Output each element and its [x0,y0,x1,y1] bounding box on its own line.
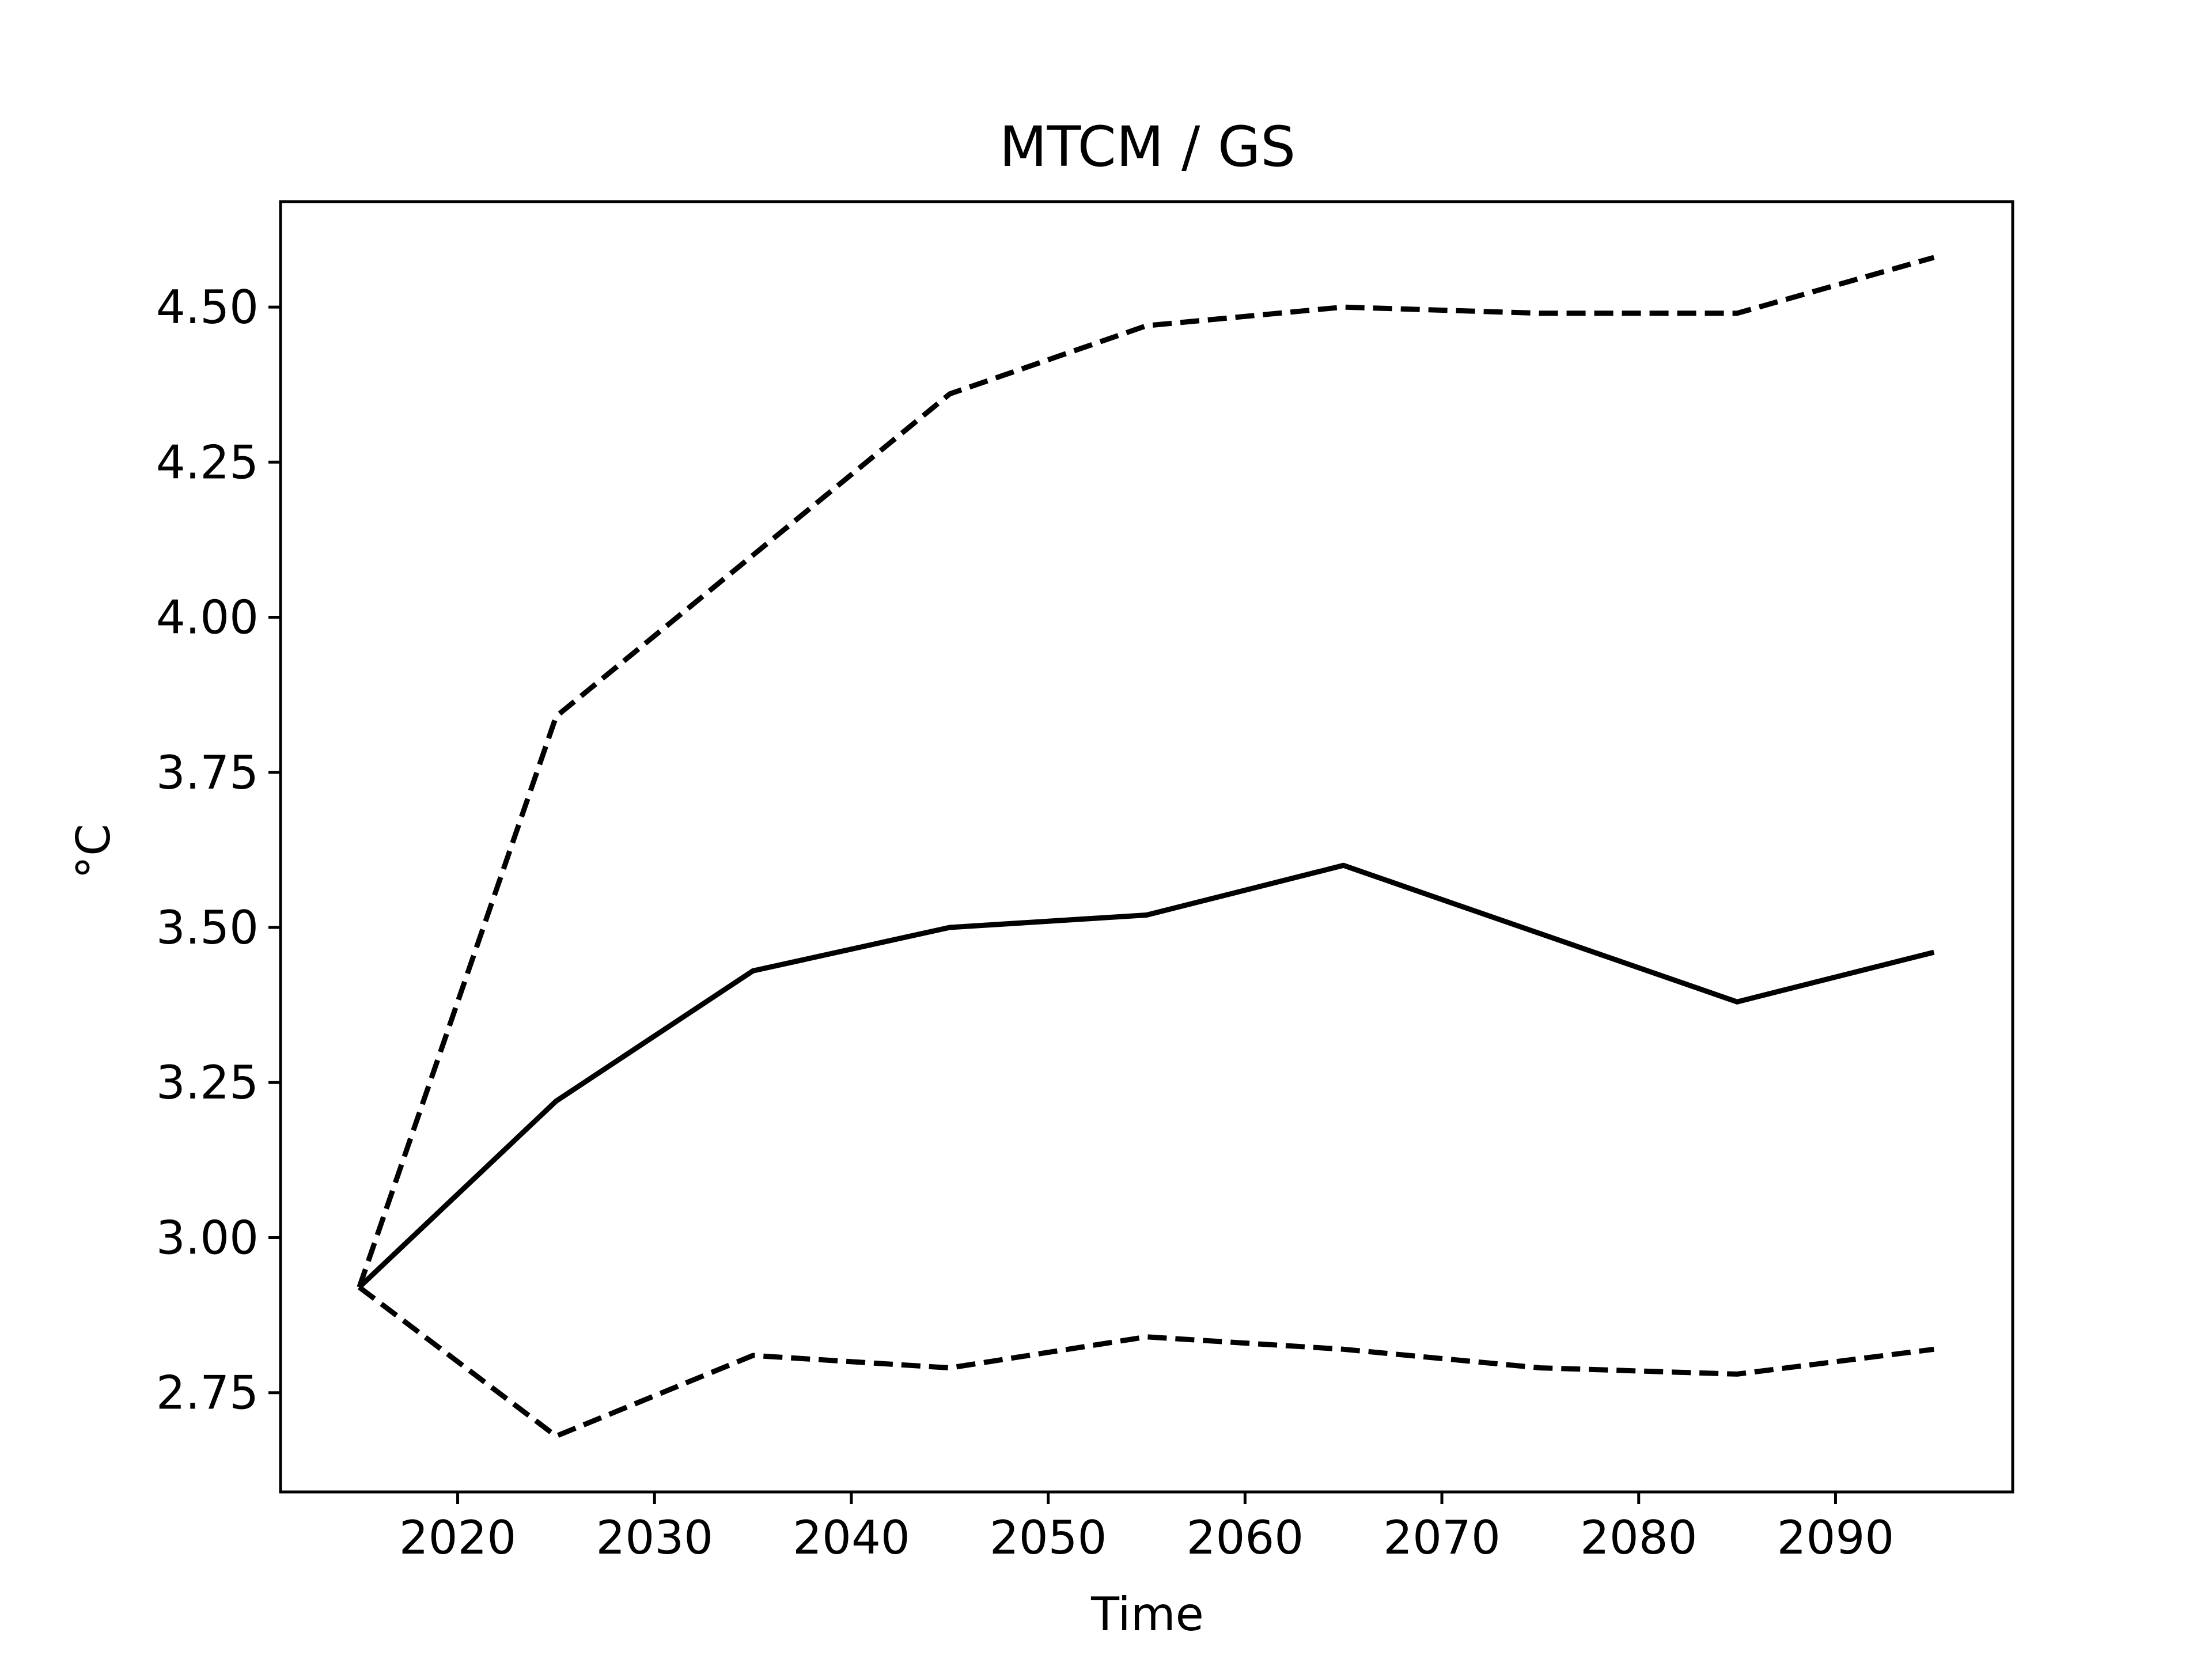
x-axis-label: Time [1090,1588,1204,1641]
x-tick-label: 2090 [1777,1511,1895,1565]
x-tick-label: 2030 [596,1511,713,1565]
y-axis-label: °C [67,824,120,879]
x-tick-label: 2050 [990,1511,1107,1565]
x-tick-label: 2080 [1580,1511,1698,1565]
series-line-1 [357,862,1935,1289]
x-tick-label: 2040 [793,1511,910,1565]
series-line-3 [357,1285,1934,1439]
y-tick-label: 4.25 [156,435,259,489]
y-tick-label: 3.50 [156,901,259,955]
plot-frame [279,200,2014,1494]
y-axis: 2.75 3.00 3.25 3.50 3.75 4.00 4.25 4.50 [156,281,281,1420]
x-tick-label: 2070 [1383,1511,1501,1565]
chart-title: MTCM / GS [999,115,1296,179]
series-layer [357,255,1935,1439]
y-tick-label: 3.75 [156,746,259,800]
x-tick-label: 2020 [399,1511,517,1565]
x-tick-label: 2060 [1187,1511,1304,1565]
x-axis: 2020 2030 2040 2050 2060 2070 2080 2090 [399,1492,1895,1565]
y-tick-label: 4.00 [156,591,259,645]
y-tick-label: 3.25 [156,1056,259,1109]
y-tick-label: 4.50 [156,281,259,334]
y-tick-label: 3.00 [156,1211,259,1264]
y-tick-label: 2.75 [156,1366,259,1420]
